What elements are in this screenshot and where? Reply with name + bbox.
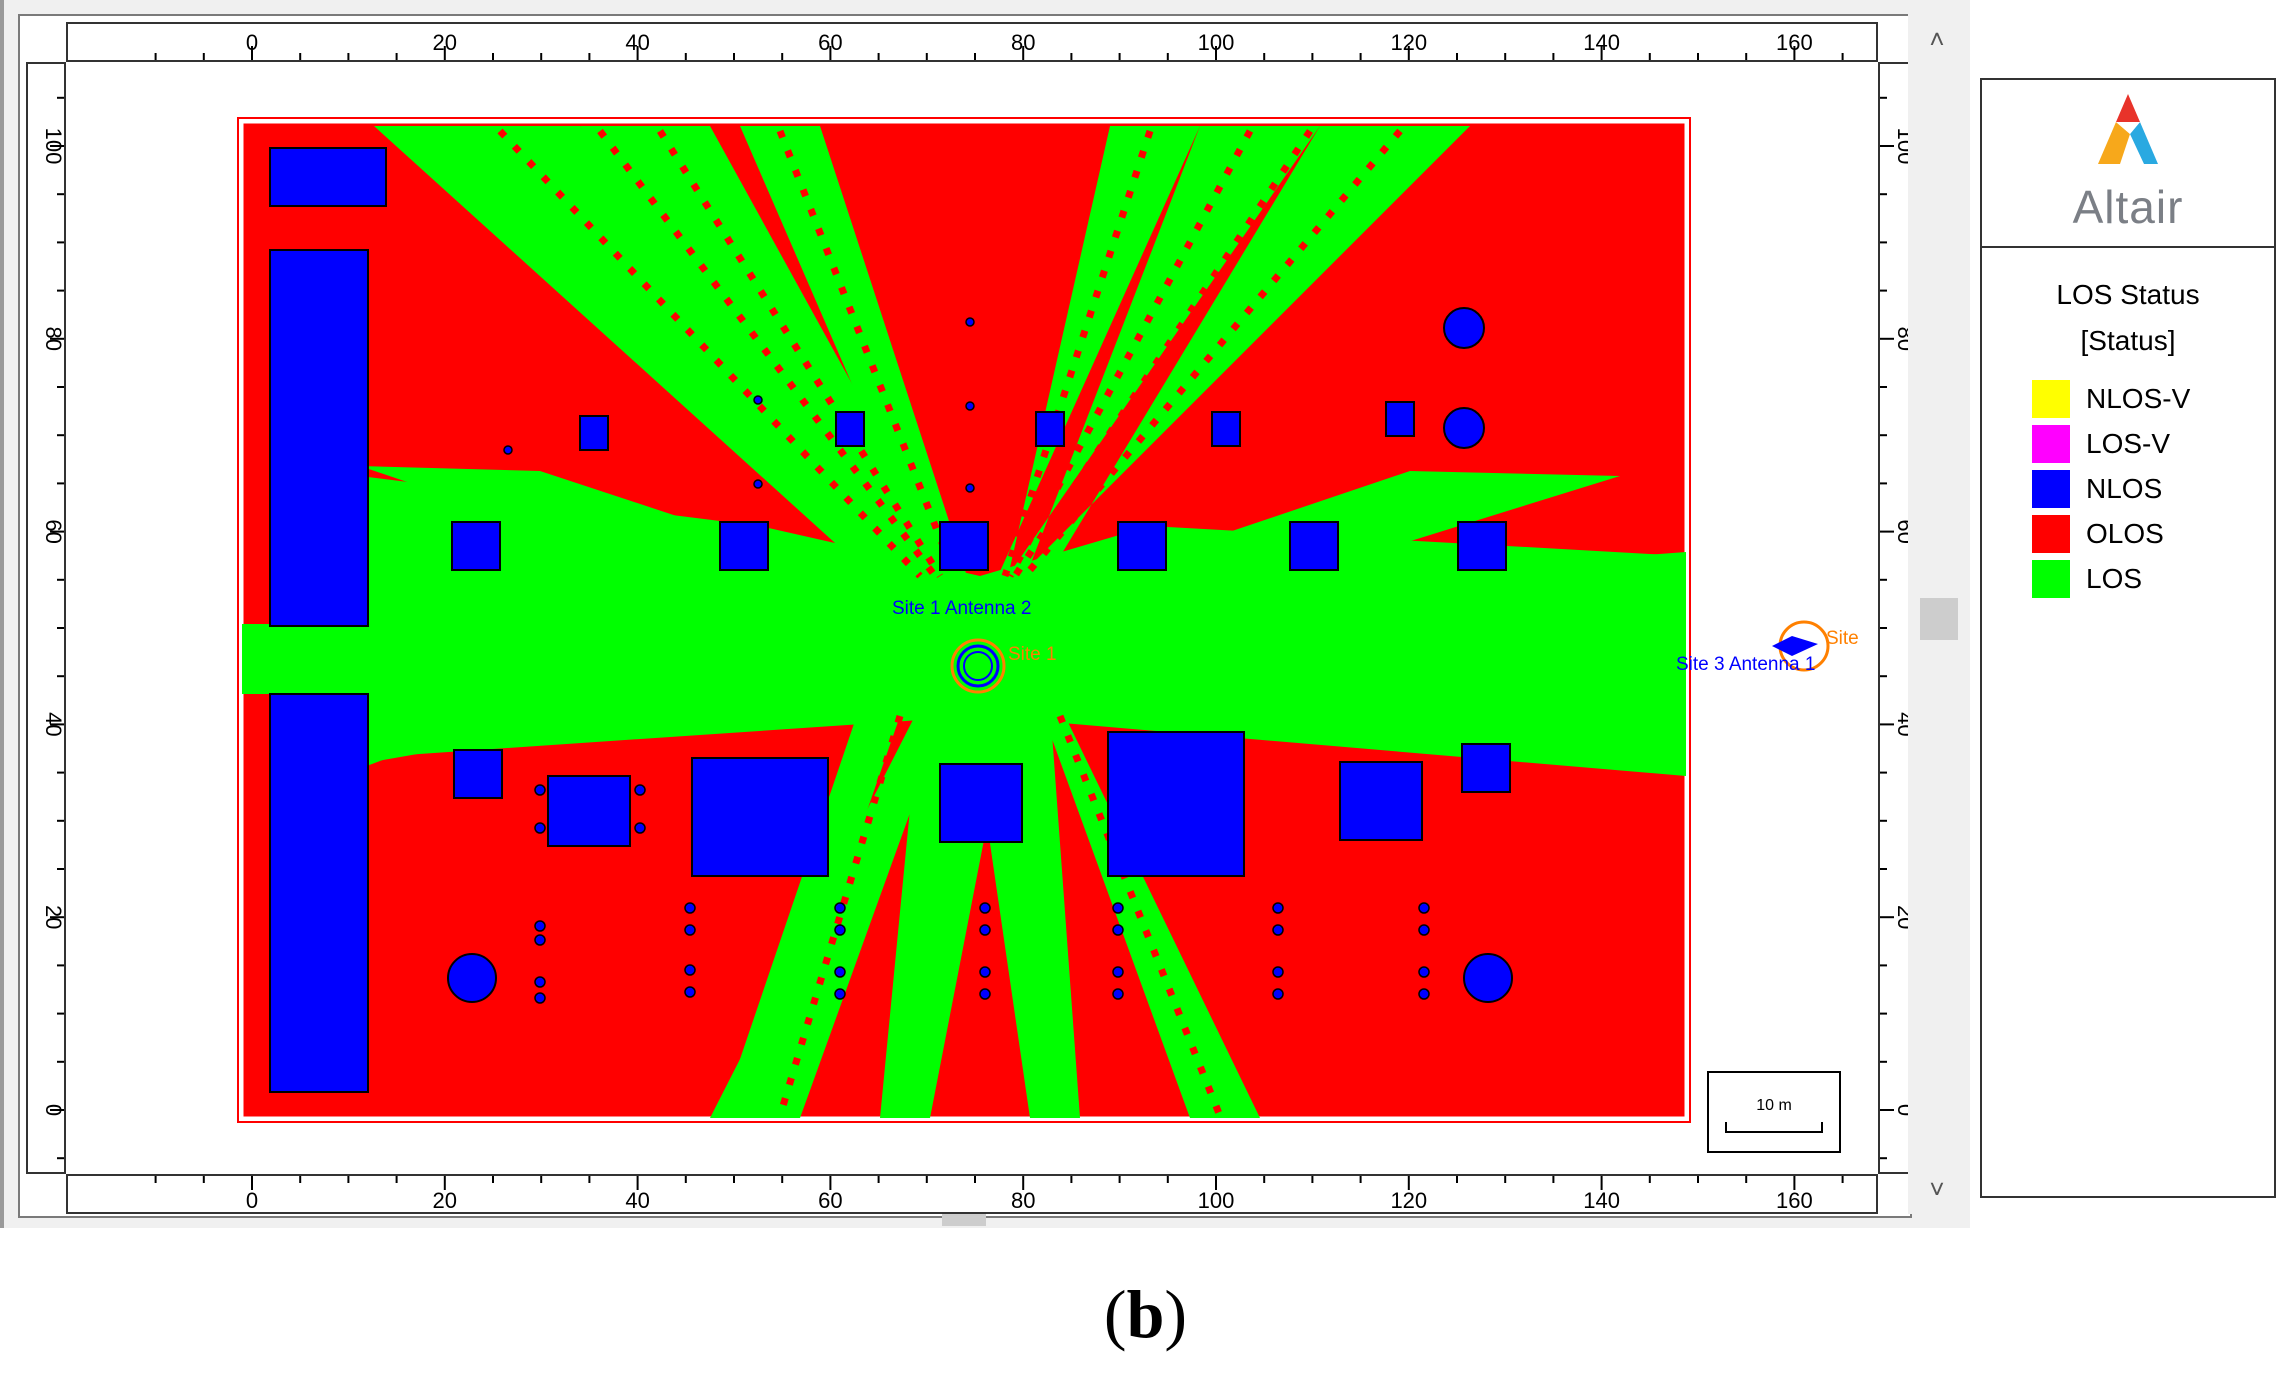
y-tick-label-right: 100 bbox=[1893, 128, 1910, 165]
y-tick-label-left: 100 bbox=[41, 128, 66, 165]
horizontal-scrollbar-thumb[interactable] bbox=[942, 1214, 986, 1226]
legend-label: LOS-V bbox=[2086, 427, 2171, 459]
los-region bbox=[242, 126, 1686, 1118]
figure-label-close: ) bbox=[1164, 1276, 1188, 1352]
small-objects bbox=[503, 317, 1430, 1004]
legend-list: NLOS-V LOS-V NLOS OLOS LOS bbox=[2032, 376, 2262, 601]
x-tick-label-top: 120 bbox=[1390, 30, 1427, 55]
y-tick-label-right: 0 bbox=[1893, 1104, 1910, 1116]
site-3-marker[interactable] bbox=[1772, 620, 1830, 672]
ruler-bottom bbox=[66, 1174, 1878, 1214]
legend-swatch bbox=[2032, 379, 2070, 418]
vertical-scrollbar[interactable]: ˄ ˅ bbox=[1908, 14, 1966, 1214]
logo-text: Altair bbox=[2072, 181, 2184, 233]
legend-label: LOS bbox=[2086, 562, 2143, 594]
y-tick-label-left: 20 bbox=[41, 905, 66, 929]
site-1-marker[interactable] bbox=[950, 638, 1006, 694]
scale-bar-label: 10 m bbox=[1756, 1097, 1792, 1114]
ruler-left bbox=[26, 62, 66, 1174]
x-tick-label-bottom: 100 bbox=[1198, 1188, 1235, 1213]
x-tick-label-bottom: 140 bbox=[1583, 1188, 1620, 1213]
x-tick-label-top: 100 bbox=[1198, 30, 1235, 55]
legend-swatch bbox=[2032, 469, 2070, 508]
y-tick-label-left: 60 bbox=[41, 519, 66, 543]
chevron-down-icon[interactable]: ˅ bbox=[1929, 1173, 1945, 1204]
chevron-up-icon[interactable]: ˄ bbox=[1929, 23, 1945, 54]
y-tick-label-left: 40 bbox=[41, 712, 66, 736]
x-tick-label-bottom: 60 bbox=[818, 1188, 842, 1213]
x-tick-label-top: 80 bbox=[1011, 30, 1035, 55]
map-view[interactable]: 0 0 20 20 40 40 60 60 80 80 100 100 120 120 140 140 160 1… bbox=[18, 14, 1918, 1218]
x-tick-label-bottom: 80 bbox=[1011, 1188, 1035, 1213]
x-tick-label-bottom: 120 bbox=[1390, 1188, 1427, 1213]
y-tick-label-left: 0 bbox=[41, 1104, 66, 1116]
x-tick-label-top: 60 bbox=[818, 30, 842, 55]
legend-title-line2: [Status] bbox=[2080, 325, 2176, 356]
legend-item-los-v: LOS-V bbox=[2032, 421, 2262, 466]
legend-swatch bbox=[2032, 514, 2070, 553]
legend-item-nlos: NLOS bbox=[2032, 466, 2262, 511]
legend-item-nlos-v: NLOS-V bbox=[2032, 376, 2262, 421]
x-tick-label-top: 140 bbox=[1583, 30, 1620, 55]
site-1-antenna-2-label: Site 1 Antenna 2 bbox=[892, 598, 1031, 619]
application-window: 0 0 20 20 40 40 60 60 80 80 100 100 120 120 140 140 160 1… bbox=[0, 0, 1970, 1228]
figure-label: (b) bbox=[0, 1275, 2291, 1354]
ruler-ticks: 0 0 20 20 40 40 60 60 80 80 100 100 120 120 140 140 160 1… bbox=[41, 30, 1910, 1213]
site-1-label: Site 1 bbox=[1008, 644, 1057, 665]
y-tick-label-right: 20 bbox=[1893, 905, 1910, 929]
x-tick-label-bottom: 0 bbox=[246, 1188, 258, 1213]
x-tick-label-bottom: 40 bbox=[625, 1188, 649, 1213]
altair-triangle-icon bbox=[2097, 92, 2159, 165]
legend-item-olos: OLOS bbox=[2032, 511, 2262, 556]
y-tick-label-right: 40 bbox=[1893, 712, 1910, 736]
y-tick-label-left: 80 bbox=[41, 327, 66, 351]
partial-obstruction bbox=[497, 128, 1403, 1118]
legend-item-los: LOS bbox=[2032, 556, 2262, 601]
legend-title-line1: LOS Status bbox=[2056, 279, 2200, 310]
y-tick-label-right: 60 bbox=[1893, 519, 1910, 543]
scale-bar: 10 m bbox=[1707, 1071, 1841, 1153]
legend-swatch bbox=[2032, 559, 2070, 598]
altair-logo: Altair bbox=[1982, 80, 2274, 248]
scrollbar-thumb[interactable] bbox=[1920, 598, 1958, 640]
los-coverage-map[interactable]: 0 0 20 20 40 40 60 60 80 80 100 100 120 120 140 140 160 1… bbox=[20, 16, 1910, 1216]
x-tick-label-bottom: 20 bbox=[433, 1188, 457, 1213]
x-tick-label-top: 0 bbox=[246, 30, 258, 55]
figure-label-open: ( bbox=[1103, 1276, 1127, 1352]
x-tick-label-top: 160 bbox=[1776, 30, 1813, 55]
legend-label: NLOS bbox=[2086, 472, 2163, 504]
legend-label: NLOS-V bbox=[2086, 382, 2191, 414]
figure-label-letter: b bbox=[1126, 1276, 1165, 1352]
x-tick-label-top: 20 bbox=[433, 30, 457, 55]
legend-label: OLOS bbox=[2086, 517, 2164, 549]
nlos-buildings bbox=[269, 147, 1513, 1093]
x-tick-label-bottom: 160 bbox=[1776, 1188, 1813, 1213]
legend-panel: Altair LOS Status [Status] NLOS-V LOS-V NL… bbox=[1980, 78, 2276, 1198]
legend-swatch bbox=[2032, 424, 2070, 463]
legend-title: LOS Status [Status] bbox=[1982, 272, 2274, 364]
x-tick-label-top: 40 bbox=[625, 30, 649, 55]
y-tick-label-right: 80 bbox=[1893, 327, 1910, 351]
site-3-antenna-1-label: Site 3 Antenna 1 bbox=[1676, 654, 1815, 675]
ruler-top bbox=[66, 22, 1878, 62]
site-3-label: Site bbox=[1826, 628, 1859, 649]
area-border bbox=[237, 117, 1691, 1123]
